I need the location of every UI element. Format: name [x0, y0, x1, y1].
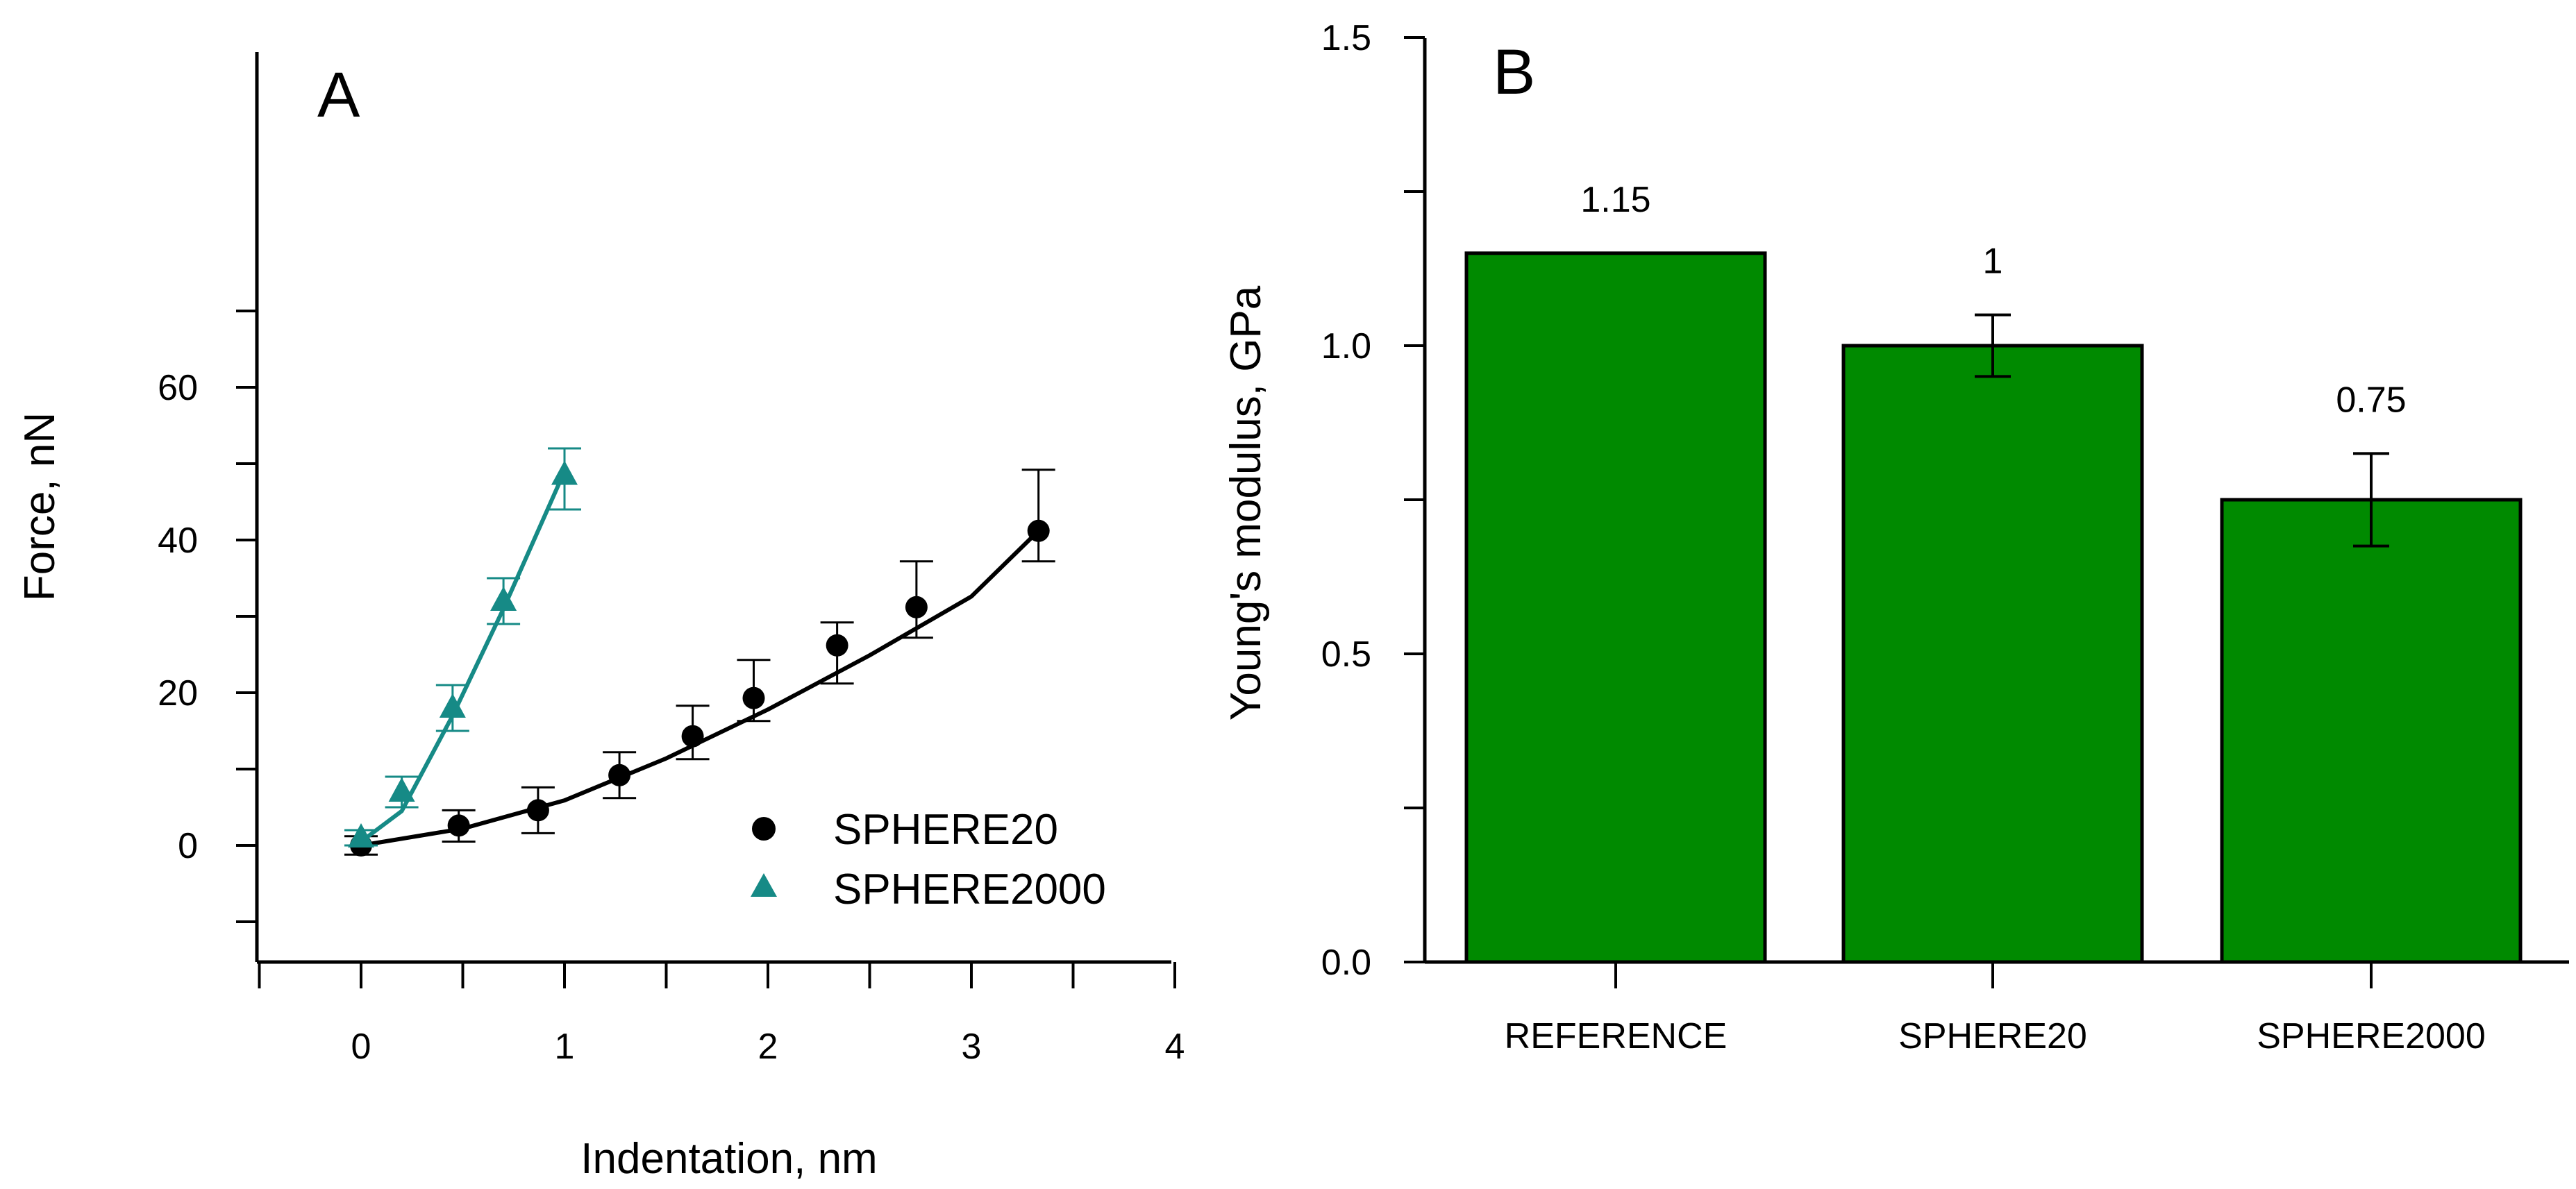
- panel-b-y-tick-label: 1.5: [1321, 18, 1371, 58]
- panel-b-value-label: 1: [1983, 242, 2003, 282]
- panel-b-y-axis-title: Young's modulus, GPa: [1222, 285, 1270, 720]
- panel-a-letter: A: [317, 60, 360, 130]
- panel-a-x-tick-label: 0: [351, 1027, 371, 1067]
- data-point-sphere20: [608, 764, 631, 786]
- data-point-sphere20: [905, 596, 928, 618]
- data-point-sphere2000: [551, 460, 578, 485]
- panel-b-bars: [1464, 251, 2523, 964]
- data-point-sphere20: [681, 725, 704, 748]
- panel-b-x-ticks: [1614, 962, 2373, 988]
- panel-a-series: [344, 447, 1055, 857]
- data-point-sphere20: [826, 634, 848, 657]
- data-point-sphere20: [526, 799, 549, 822]
- panel-b-y-tick-label: 1.0: [1321, 326, 1371, 366]
- panel-b-y-ticks: [1404, 36, 1425, 963]
- panel-a-x-axis-title: Indentation, nm: [580, 1135, 877, 1183]
- panel-a: A 0 20 40 60 0 1 2 3 4 Indentation, nm F…: [16, 52, 1185, 1183]
- data-point-sphere2000: [490, 587, 517, 611]
- data-point-sphere2000: [388, 777, 415, 802]
- bar-reference: [1464, 251, 1767, 964]
- panel-a-y-tick-label: 20: [158, 673, 198, 714]
- panel-a-y-axis-title: Force, nN: [16, 412, 64, 601]
- panel-a-y-tick-label: 60: [158, 368, 198, 408]
- fit-line-sphere20: [360, 529, 1040, 848]
- panel-b-value-label: 1.15: [1580, 180, 1650, 220]
- data-point-sphere20: [742, 686, 765, 709]
- panel-a-x-tick-label: 4: [1165, 1027, 1185, 1067]
- data-point-sphere2000: [439, 693, 466, 718]
- panel-a-x-tick-label: 3: [962, 1027, 982, 1067]
- panel-a-y-tick-label: 40: [158, 521, 198, 561]
- bar-sphere20: [1841, 344, 2144, 964]
- panel-a-x-tick-label: 1: [555, 1027, 575, 1067]
- legend-label-sphere2000: SPHERE2000: [833, 866, 1106, 913]
- panel-b-category-label: SPHERE20: [1898, 1016, 2087, 1056]
- panel-a-y-tick-label: 0: [178, 826, 198, 866]
- legend-marker-sphere2000: [751, 873, 777, 897]
- panel-b-category-label: REFERENCE: [1505, 1016, 1728, 1056]
- panel-a-x-ticks: [258, 962, 1176, 988]
- panel-b-value-label: 0.75: [2336, 380, 2406, 420]
- data-point-sphere20: [447, 814, 470, 837]
- fit-line-sphere2000: [360, 470, 567, 843]
- bar-sphere2000: [2220, 498, 2523, 964]
- panel-a-legend: SPHERE20 SPHERE2000: [751, 806, 1106, 913]
- data-point-sphere2000: [348, 823, 374, 848]
- panel-a-x-tick-label: 2: [758, 1027, 778, 1067]
- panel-a-y-ticks: [236, 310, 257, 923]
- panel-b-y-tick-label: 0.5: [1321, 634, 1371, 675]
- panel-b-category-label: SPHERE2000: [2257, 1016, 2486, 1056]
- panel-b-letter: B: [1493, 37, 1535, 108]
- legend-label-sphere20: SPHERE20: [833, 806, 1058, 854]
- legend-marker-sphere20: [752, 817, 776, 841]
- panel-b-y-tick-label: 0.0: [1321, 943, 1371, 983]
- data-point-sphere20: [1027, 519, 1050, 542]
- panel-b: B 0.0 0.5 1.0 1.5 Young's modulus, GPa R…: [1222, 18, 2569, 1056]
